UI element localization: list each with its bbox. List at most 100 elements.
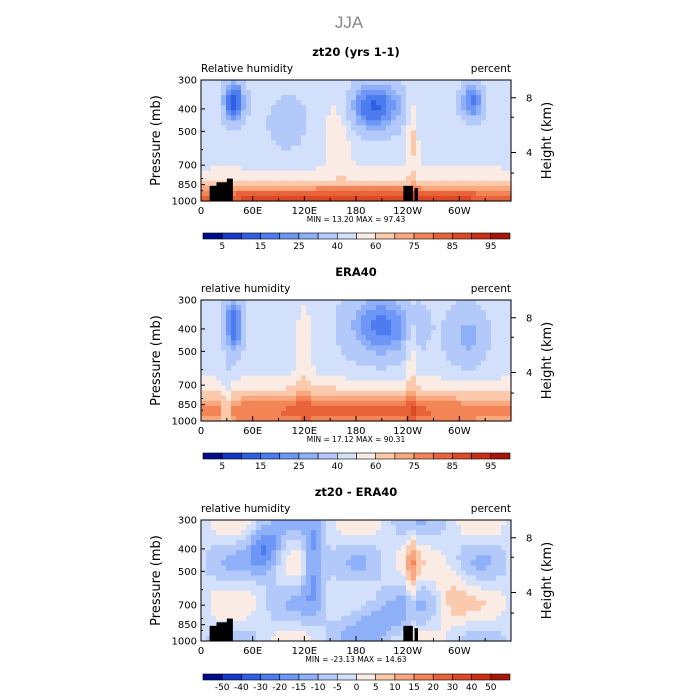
height-tick-label: 8: [526, 533, 532, 544]
heatmap-cell: [261, 590, 267, 597]
heatmap-cell: [486, 305, 492, 311]
heatmap-cell: [431, 365, 437, 372]
heatmap-cell: [306, 370, 312, 377]
heatmap-cell: [286, 175, 292, 182]
heatmap-cell: [371, 100, 377, 106]
heatmap-cell: [336, 95, 342, 101]
heatmap-cell: [476, 610, 482, 617]
heatmap-cell: [491, 165, 497, 172]
heatmap-cell: [211, 355, 217, 362]
heatmap-cell: [456, 570, 462, 577]
heatmap-cell: [311, 90, 317, 96]
heatmap-cell: [266, 185, 272, 192]
heatmap-cell: [271, 575, 277, 582]
heatmap-cell: [216, 545, 222, 551]
heatmap-cell: [236, 100, 242, 106]
heatmap-cell: [406, 415, 412, 422]
heatmap-cell: [326, 615, 332, 622]
colorbar-swatch: [317, 232, 338, 240]
heatmap-cell: [286, 155, 292, 162]
heatmap-cell: [261, 95, 267, 101]
heatmap-cell: [206, 595, 212, 602]
heatmap-cell: [441, 600, 447, 607]
heatmap-cell: [451, 330, 457, 336]
heatmap-cell: [286, 120, 292, 126]
heatmap-cell: [466, 135, 472, 142]
heatmap-cell: [466, 525, 472, 531]
heatmap-cell: [316, 195, 322, 202]
heatmap-cell: [316, 635, 322, 642]
heatmap-cell: [291, 635, 297, 642]
heatmap-cell: [361, 615, 367, 622]
heatmap-cell: [256, 530, 262, 536]
heatmap-cell: [456, 565, 462, 572]
heatmap-cell: [281, 520, 287, 526]
heatmap-cell: [221, 150, 227, 157]
heatmap-cell: [266, 105, 272, 111]
heatmap-cell: [386, 140, 392, 147]
heatmap-cell: [276, 110, 282, 116]
heatmap-cell: [446, 370, 452, 377]
heatmap-cell: [481, 630, 487, 637]
heatmap-cell: [351, 135, 357, 142]
heatmap-cell: [411, 565, 417, 572]
units-label: percent: [471, 503, 511, 515]
heatmap-cell: [321, 330, 327, 336]
heatmap-cell: [311, 95, 317, 101]
heatmap-cell: [471, 135, 477, 142]
heatmap-cell: [221, 540, 227, 546]
heatmap-cell: [331, 610, 337, 617]
heatmap-cell: [411, 330, 417, 336]
heatmap-cell: [466, 535, 472, 541]
panel-title: zt20 - ERA40: [315, 485, 398, 499]
heatmap-cell: [281, 345, 287, 352]
heatmap-cell: [366, 600, 372, 607]
heatmap-cell: [501, 370, 507, 377]
heatmap-cell: [271, 385, 277, 392]
heatmap-cell: [341, 90, 347, 96]
heatmap-cell: [341, 520, 347, 526]
heatmap-cell: [281, 560, 287, 566]
heatmap-cell: [286, 340, 292, 346]
heatmap-cell: [316, 600, 322, 607]
heatmap-cell: [211, 120, 217, 126]
heatmap-cell: [421, 390, 427, 397]
heatmap-cell: [366, 400, 372, 407]
heatmap-cell: [436, 175, 442, 182]
heatmap-cell: [306, 330, 312, 336]
heatmap-cell: [216, 590, 222, 597]
heatmap-cell: [336, 115, 342, 121]
heatmap-cell: [486, 120, 492, 126]
heatmap-cell: [471, 90, 477, 96]
heatmap-cell: [491, 595, 497, 602]
heatmap-cell: [201, 140, 207, 147]
heatmap-cell: [391, 565, 397, 572]
heatmap-cell: [221, 130, 227, 137]
colorbar-label: 5: [219, 242, 225, 252]
heatmap-cell: [226, 355, 232, 362]
heatmap-cell: [451, 110, 457, 116]
heatmap-cell: [226, 335, 232, 341]
heatmap-cell: [456, 370, 462, 377]
heatmap-cell: [281, 610, 287, 617]
heatmap-cell: [211, 620, 217, 627]
heatmap-cell: [501, 605, 507, 612]
heatmap-cell: [446, 360, 452, 367]
heatmap-cell: [446, 340, 452, 346]
heatmap-cell: [456, 330, 462, 336]
heatmap-cell: [271, 615, 277, 622]
heatmap-cell: [491, 105, 497, 111]
heatmap-cell: [441, 110, 447, 116]
heatmap-cell: [311, 130, 317, 137]
heatmap-cell: [481, 590, 487, 597]
heatmap-cell: [441, 305, 447, 311]
heatmap-cell: [401, 170, 407, 177]
heatmap-cell: [246, 120, 252, 126]
heatmap-cell: [366, 140, 372, 147]
heatmap-cell: [501, 585, 507, 592]
heatmap-cell: [206, 135, 212, 142]
heatmap-cell: [466, 545, 472, 551]
heatmap-cell: [451, 520, 457, 526]
heatmap-cell: [476, 310, 482, 316]
heatmap-cell: [331, 395, 337, 402]
